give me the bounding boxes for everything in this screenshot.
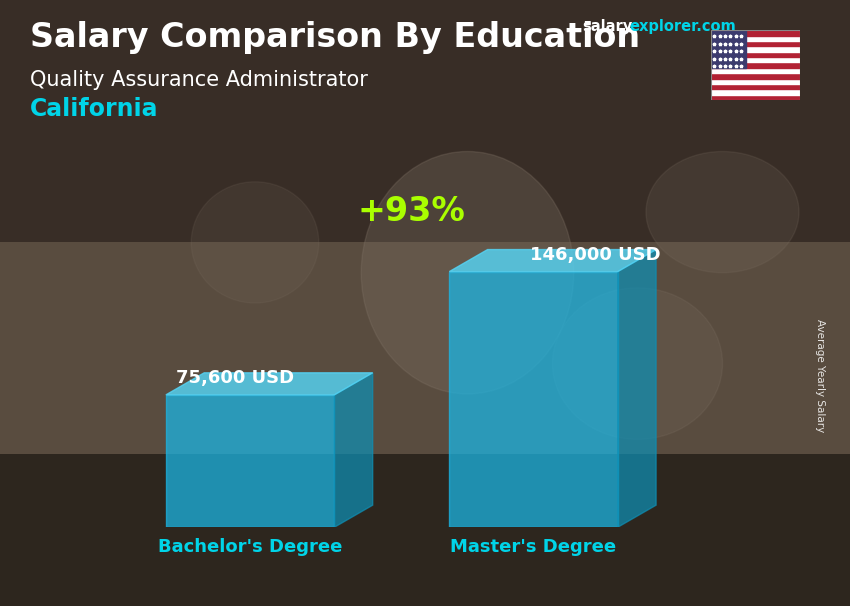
Bar bbox=[711, 62, 800, 68]
Bar bbox=[711, 30, 746, 68]
Ellipse shape bbox=[552, 288, 722, 439]
Bar bbox=[711, 73, 800, 79]
Bar bbox=[166, 395, 334, 527]
Text: salary: salary bbox=[582, 19, 632, 35]
Bar bbox=[711, 84, 800, 89]
Bar bbox=[711, 47, 800, 52]
Bar bbox=[711, 68, 800, 73]
Bar bbox=[711, 41, 800, 47]
Text: Average Yearly Salary: Average Yearly Salary bbox=[815, 319, 825, 432]
Bar bbox=[711, 57, 800, 62]
Bar bbox=[450, 271, 618, 527]
Polygon shape bbox=[166, 373, 372, 395]
Bar bbox=[711, 52, 800, 57]
Text: Salary Comparison By Education: Salary Comparison By Education bbox=[30, 21, 640, 54]
Polygon shape bbox=[450, 250, 656, 271]
Bar bbox=[711, 79, 800, 84]
Text: 146,000 USD: 146,000 USD bbox=[530, 246, 660, 264]
Ellipse shape bbox=[191, 182, 319, 303]
Polygon shape bbox=[618, 250, 656, 527]
Bar bbox=[711, 95, 800, 100]
Bar bbox=[711, 36, 800, 41]
Ellipse shape bbox=[646, 152, 799, 273]
Text: California: California bbox=[30, 97, 158, 121]
Text: +93%: +93% bbox=[357, 195, 465, 228]
Polygon shape bbox=[334, 373, 372, 527]
Text: 75,600 USD: 75,600 USD bbox=[176, 369, 294, 387]
Bar bbox=[711, 89, 800, 95]
Text: Quality Assurance Administrator: Quality Assurance Administrator bbox=[30, 70, 367, 90]
Bar bbox=[711, 30, 800, 36]
Text: explorer.com: explorer.com bbox=[629, 19, 736, 35]
Ellipse shape bbox=[361, 152, 574, 394]
